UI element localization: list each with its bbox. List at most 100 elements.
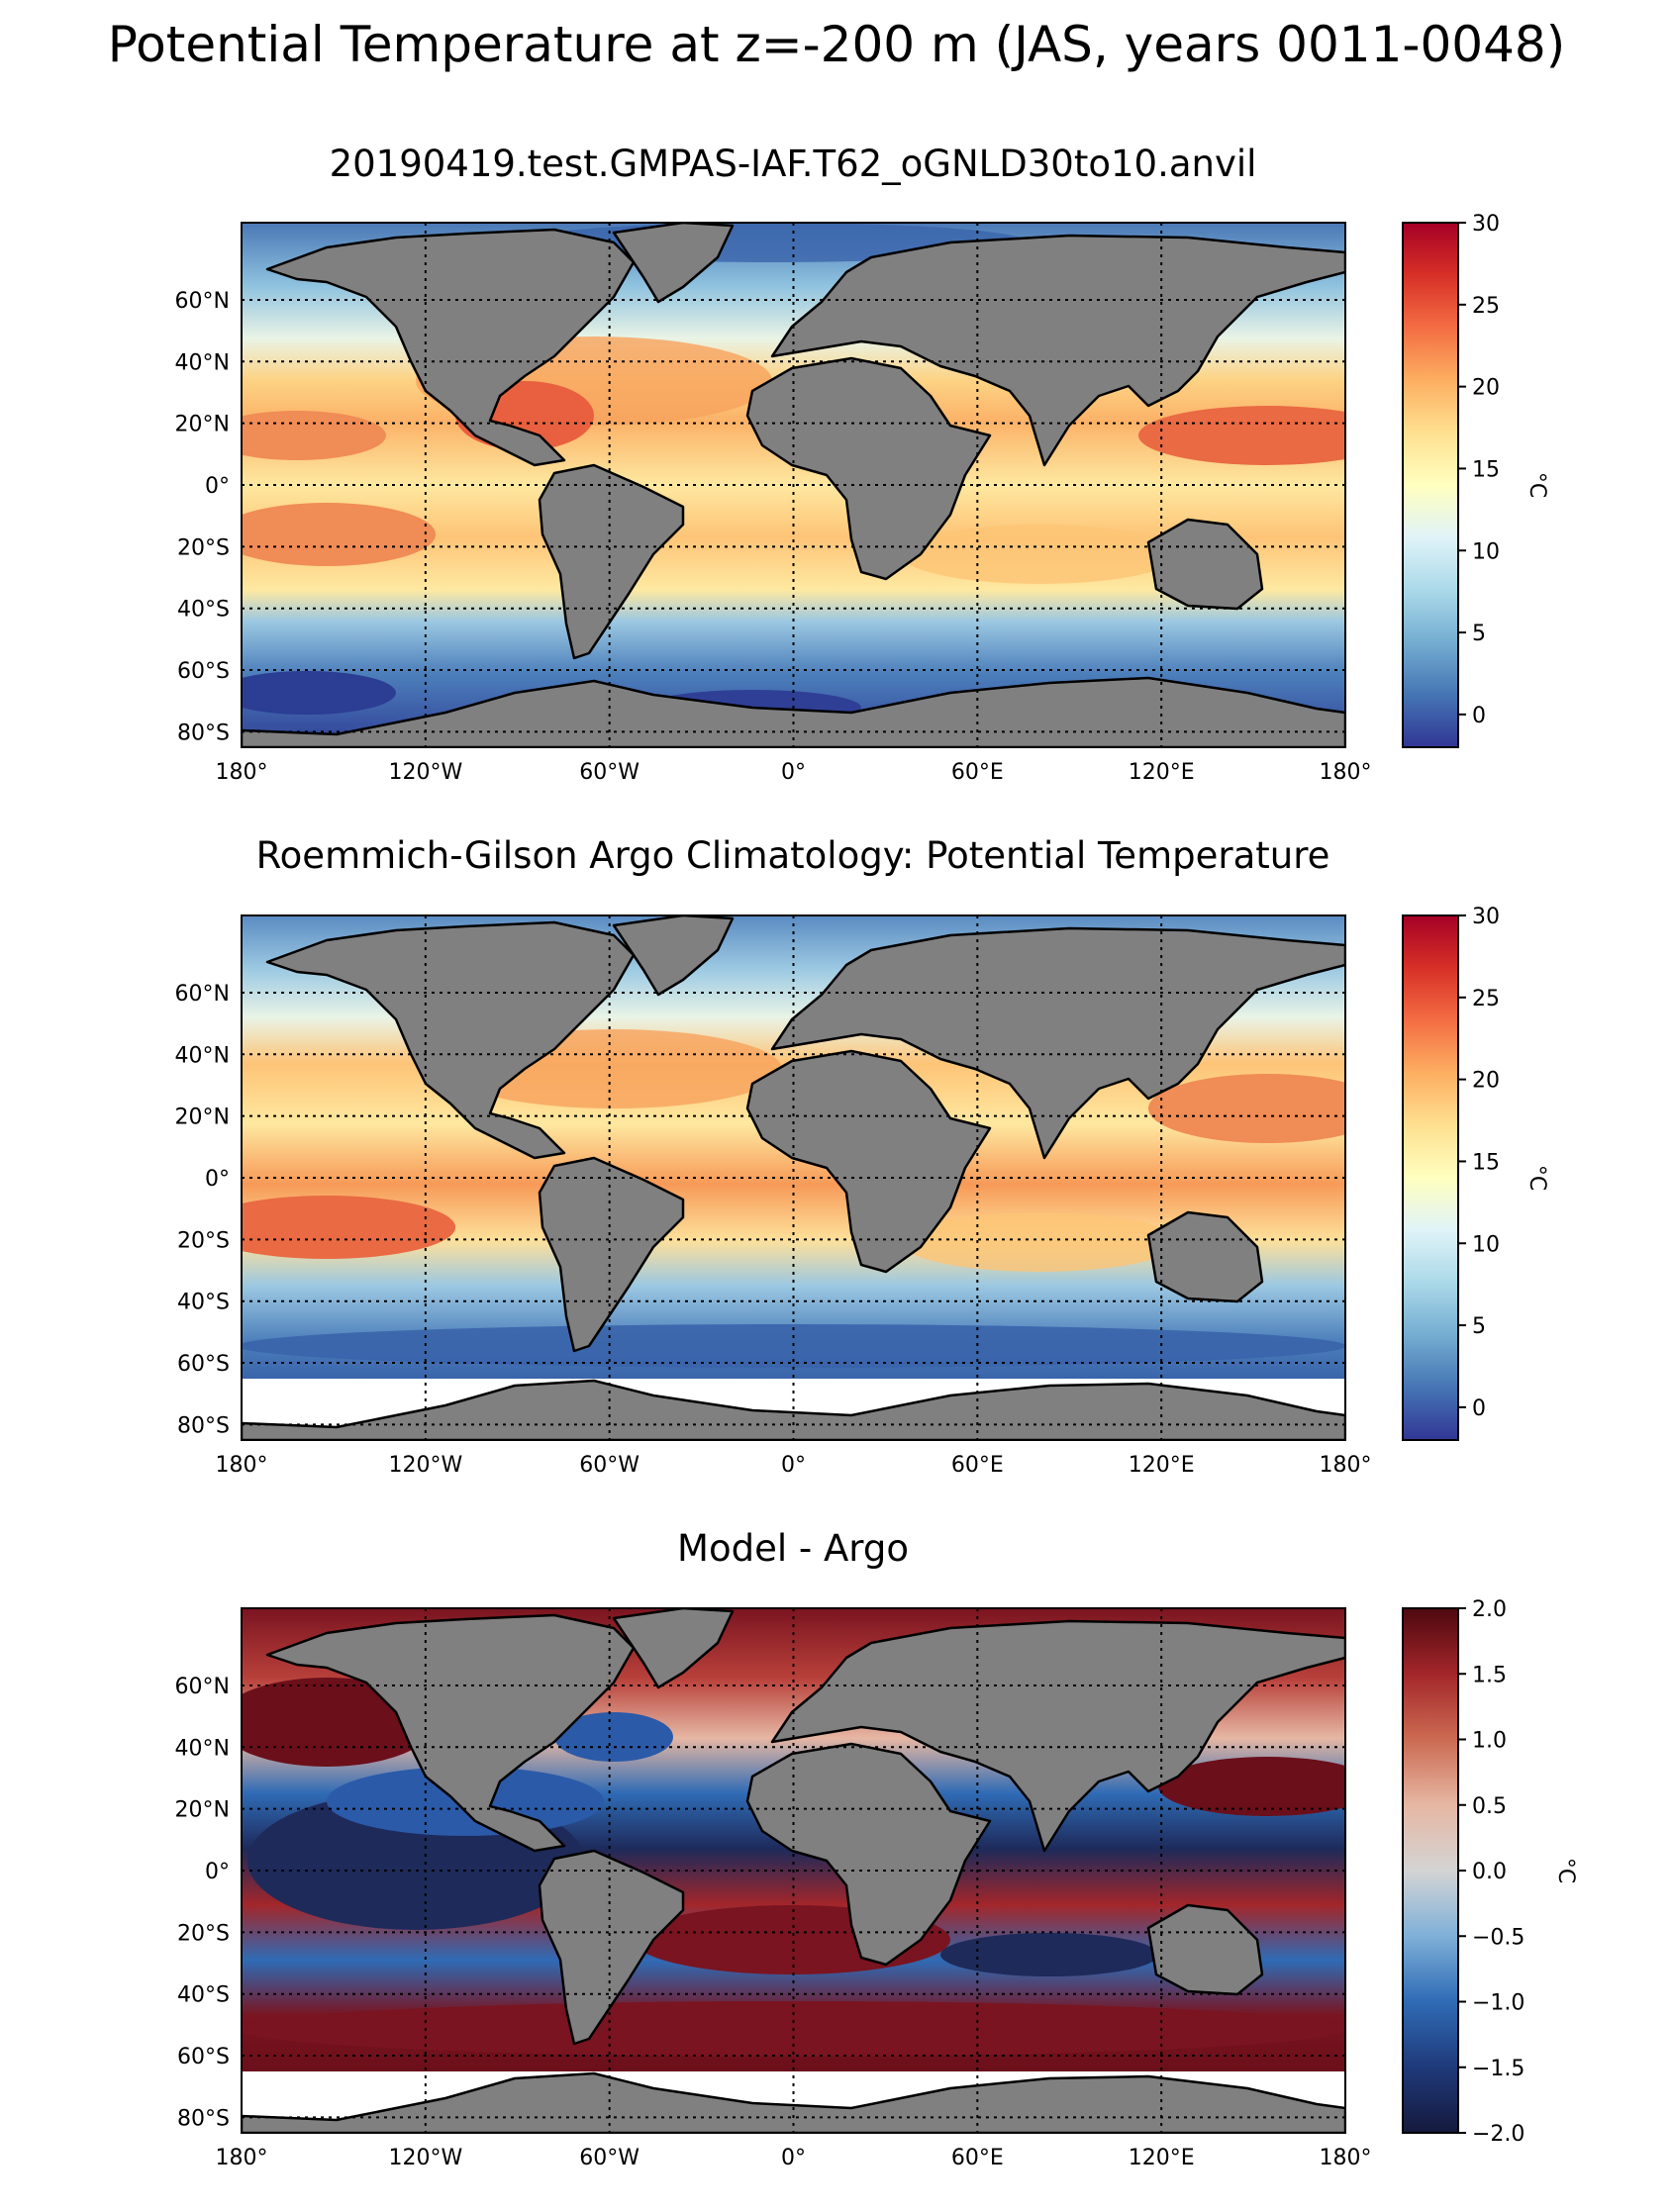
lon-tick-label: 180° xyxy=(216,760,268,785)
gridlines-model xyxy=(242,223,1345,747)
colorbar-tick-label: 10 xyxy=(1472,539,1500,564)
field-patches-argo xyxy=(242,1029,1345,1368)
lat-tick-label: 40°S xyxy=(177,1291,230,1315)
lon-tick-label: 120°W xyxy=(388,1453,462,1478)
lat-tick-label: 40°N xyxy=(175,350,230,375)
lon-tick-label: 180° xyxy=(1320,2146,1372,2170)
warm-patch-indian xyxy=(901,525,1178,584)
panel-model: 20190419.test.GMPAS-IAF.T62_oGNLD30to10.… xyxy=(175,143,1549,785)
colorbar-tick-label: 1.5 xyxy=(1472,1663,1507,1687)
lat-ticks-model: 60°N 40°N 20°N 0° 20°S 40°S 60°S 80°S xyxy=(175,289,230,745)
land-australia xyxy=(1146,518,1264,611)
lon-tick-label: 60°W xyxy=(579,2146,640,2170)
lat-tick-label: 0° xyxy=(205,474,230,499)
warm-patch-southern xyxy=(242,2001,1345,2057)
lat-ticks-argo: 60°N 40°N 20°N 0° 20°S 40°S 60°S 80°S xyxy=(175,982,230,1438)
lon-tick-label: 0° xyxy=(781,760,806,785)
lat-tick-label: 80°S xyxy=(177,2106,230,2131)
map-frame-difference xyxy=(241,1607,1346,2134)
warm-patch-west-pacific xyxy=(1148,1074,1345,1143)
lat-tick-label: 60°N xyxy=(175,982,230,1007)
colorbar-tick-label: 1.0 xyxy=(1472,1729,1507,1754)
land-argo xyxy=(242,915,1345,1440)
panel-title-model: 20190419.test.GMPAS-IAF.T62_oGNLD30to10.… xyxy=(330,143,1257,185)
lon-tick-label: 60°W xyxy=(579,1453,640,1478)
colorbar-model: 0 5 10 15 20 25 30 °C xyxy=(1402,212,1549,748)
land-eurasia xyxy=(770,926,1345,1160)
panel-title-difference: Model - Argo xyxy=(677,1527,909,1570)
land-antarctica xyxy=(242,676,1345,747)
colorbar-tick-label: 25 xyxy=(1472,987,1500,1011)
lon-tick-label: 60°E xyxy=(951,760,1004,785)
map-frame-argo xyxy=(241,914,1346,1441)
land-south-america xyxy=(538,1156,685,1353)
colorbar-tick-label: 20 xyxy=(1472,376,1500,401)
colorbar-bar-difference xyxy=(1402,1607,1459,2134)
land-model xyxy=(242,223,1345,747)
lon-tick-label: 180° xyxy=(1320,1453,1372,1478)
lon-tick-label: 60°E xyxy=(951,2146,1004,2170)
lon-tick-label: 180° xyxy=(1320,760,1372,785)
lon-tick-label: 120°W xyxy=(388,760,462,785)
colorbar-tick-label: 30 xyxy=(1472,905,1500,929)
lon-tick-label: 120°E xyxy=(1129,760,1195,785)
colorbar-tick-label: 30 xyxy=(1472,212,1500,237)
colorbar-ticks-argo: 0 5 10 15 20 25 30 xyxy=(1458,905,1500,1421)
lat-tick-label: 60°S xyxy=(177,1352,230,1377)
colorbar-tick-label: 2.0 xyxy=(1472,1597,1507,1622)
lat-tick-label: 80°S xyxy=(177,1413,230,1438)
gridlines-argo xyxy=(242,915,1345,1440)
lat-tick-label: 40°N xyxy=(175,1736,230,1761)
lon-ticks-difference: 180° 120°W 60°W 0° 60°E 120°E 180° xyxy=(216,2146,1372,2170)
lat-tick-label: 60°N xyxy=(175,1675,230,1699)
colorbar-argo: 0 5 10 15 20 25 30 °C xyxy=(1402,905,1549,1441)
warm-patch-north-pacific xyxy=(242,411,386,460)
warm-patch-indian xyxy=(901,1212,1178,1272)
lat-tick-label: 40°S xyxy=(177,598,230,623)
lat-tick-label: 0° xyxy=(205,1860,230,1884)
lon-tick-label: 120°E xyxy=(1129,1453,1195,1478)
land-north-america xyxy=(265,1613,636,1853)
lat-tick-label: 60°S xyxy=(177,2045,230,2069)
lat-tick-label: 80°S xyxy=(177,721,230,745)
cold-patch-north-atlantic xyxy=(554,1712,673,1762)
land-south-america xyxy=(538,1849,685,2046)
colorbar-tick-label: −2.0 xyxy=(1472,2122,1525,2147)
warm-patch-south-pacific xyxy=(242,503,436,566)
lon-tick-label: 180° xyxy=(216,1453,268,1478)
lat-tick-label: 20°N xyxy=(175,413,230,437)
land-eurasia xyxy=(770,234,1345,467)
colorbar-ticks-model: 0 5 10 15 20 25 30 xyxy=(1458,212,1500,728)
colorbar-ticks-difference: −2.0 −1.5 −1.0 −0.5 0.0 0.5 1.0 1.5 2.0 xyxy=(1458,1597,1525,2147)
lon-tick-label: 0° xyxy=(781,2146,806,2170)
colorbar-tick-label: 0 xyxy=(1472,1396,1486,1421)
land-australia xyxy=(1146,1210,1264,1303)
land-antarctica xyxy=(242,1379,1345,1440)
colorbar-tick-label: 25 xyxy=(1472,294,1500,319)
cold-patch-southern xyxy=(242,1324,1345,1368)
colorbar-tick-label: 0 xyxy=(1472,704,1486,728)
colorbar-tick-label: 0.0 xyxy=(1472,1860,1507,1884)
colorbar-tick-label: 0.5 xyxy=(1472,1794,1507,1819)
land-africa xyxy=(745,1742,992,1967)
lat-tick-label: 20°S xyxy=(177,1921,230,1946)
lon-tick-label: 60°E xyxy=(951,1453,1004,1478)
lon-tick-label: 60°W xyxy=(579,760,640,785)
lon-tick-label: 0° xyxy=(781,1453,806,1478)
lat-tick-label: 20°N xyxy=(175,1106,230,1130)
land-australia xyxy=(1146,1903,1264,1996)
land-north-america xyxy=(265,920,636,1160)
lat-ticks-difference: 60°N 40°N 20°N 0° 20°S 40°S 60°S 80°S xyxy=(175,1675,230,2131)
panel-argo: Roemmich-Gilson Argo Climatology: Potent… xyxy=(175,834,1549,1478)
land-south-america xyxy=(538,463,685,660)
land-africa xyxy=(745,356,992,581)
land-north-america xyxy=(265,228,636,467)
land-antarctica xyxy=(242,2071,1345,2133)
colorbar-difference: −2.0 −1.5 −1.0 −0.5 0.0 0.5 1.0 1.5 2.0 °C xyxy=(1402,1597,1578,2147)
colorbar-tick-label: −0.5 xyxy=(1472,1925,1525,1950)
colorbar-tick-label: 20 xyxy=(1472,1069,1500,1094)
lat-tick-label: 40°S xyxy=(177,1983,230,2008)
colorbar-unit-difference: °C xyxy=(1553,1858,1578,1883)
gridlines-difference xyxy=(242,1608,1345,2133)
warm-patch-west-pacific xyxy=(1158,1757,1345,1816)
